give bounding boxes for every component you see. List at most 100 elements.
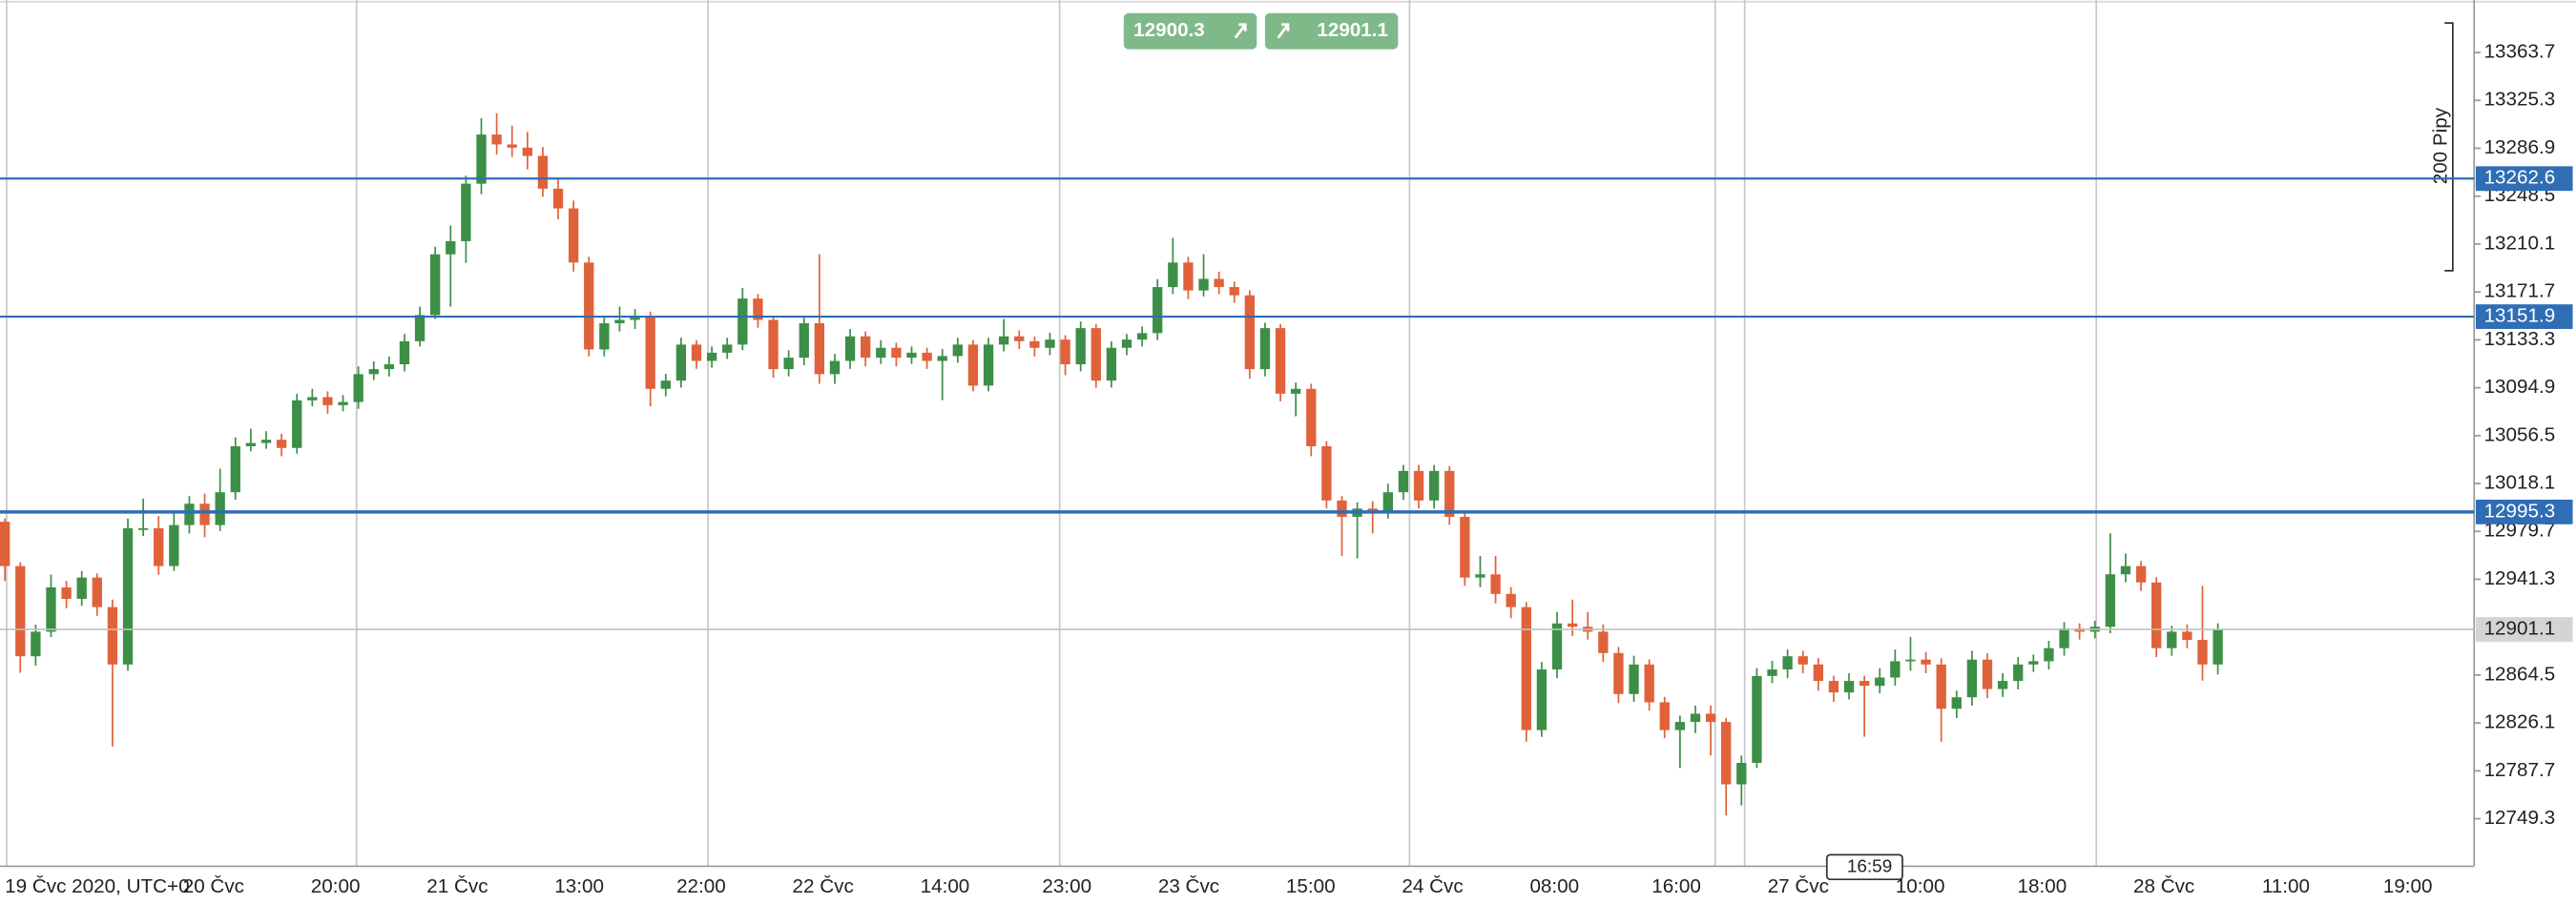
candle-body xyxy=(537,155,549,189)
candle-body xyxy=(1813,664,1823,682)
candle-body xyxy=(1843,681,1855,693)
candle-body xyxy=(107,606,118,665)
candle-body xyxy=(276,440,287,448)
candle-body xyxy=(46,586,56,632)
buy-button-bg[interactable] xyxy=(1264,12,1399,50)
candle-body xyxy=(1828,681,1839,693)
candle-body xyxy=(1259,328,1271,370)
candle-body xyxy=(1736,763,1747,785)
candle-body xyxy=(1121,339,1132,348)
x-tick-label: 28 Čvc xyxy=(2133,875,2194,897)
candle-body xyxy=(2120,565,2131,575)
candle-body xyxy=(384,364,395,370)
candle-body xyxy=(414,315,426,341)
session-separators xyxy=(6,0,2098,867)
x-tick-label: 14:00 xyxy=(921,875,970,897)
sell-arrow[interactable] xyxy=(1234,23,1247,39)
candle-body xyxy=(630,317,640,320)
x-tick-label: 13:00 xyxy=(554,875,604,897)
buy-arrow[interactable] xyxy=(1277,23,1290,39)
candle-body xyxy=(491,134,502,145)
x-tick-label: 16:00 xyxy=(1652,875,1701,897)
candle-body xyxy=(215,492,225,525)
level-label: 13262.6 xyxy=(2484,167,2556,189)
candle-body xyxy=(1721,722,1732,785)
candle-body xyxy=(1598,631,1609,653)
candle-body xyxy=(2059,628,2069,648)
candle-body xyxy=(1936,664,1946,709)
buy-price[interactable]: 12901.1 xyxy=(1317,19,1388,41)
sell-price[interactable]: 12900.3 xyxy=(1133,19,1205,41)
candle-body xyxy=(122,528,134,665)
candle-body xyxy=(737,298,748,345)
candle-body xyxy=(599,322,610,350)
candle-body xyxy=(753,298,763,320)
x-tick-label: 23 Čvc xyxy=(1158,875,1219,897)
candle-body xyxy=(722,344,733,353)
y-tick-label: 13210.1 xyxy=(2484,232,2556,254)
candle-body xyxy=(1966,659,1978,698)
candle-body xyxy=(2212,629,2223,665)
candle-body xyxy=(568,208,579,263)
candle-body xyxy=(783,358,794,370)
buy-button[interactable]: 12901.1 xyxy=(1264,12,1399,50)
candle-body xyxy=(1752,675,1762,764)
candle-body xyxy=(507,144,517,148)
x-tick-label: 18:00 xyxy=(2018,875,2067,897)
sell-button[interactable]: 12900.3 xyxy=(1123,12,1257,50)
candle-body xyxy=(1168,262,1178,288)
candle-body xyxy=(1506,593,1516,607)
candle-body xyxy=(1905,659,1916,662)
candle-body xyxy=(1045,339,1055,348)
candle-body xyxy=(1567,623,1578,627)
candle-body xyxy=(1490,574,1501,594)
candle-body xyxy=(15,565,26,657)
candle-body xyxy=(1321,445,1332,501)
candle-body xyxy=(1275,328,1286,394)
y-tick-label: 12941.3 xyxy=(2484,567,2556,589)
candle-body xyxy=(1106,347,1117,381)
x-tick-label: 20 Čvc xyxy=(183,875,244,897)
candle-body xyxy=(338,401,348,405)
candle-body xyxy=(245,442,257,446)
measure-label: 200 Pipy xyxy=(2429,107,2451,184)
candle-body xyxy=(967,344,979,386)
cursor-time: 16:59 xyxy=(1847,856,1892,876)
x-tick-label: 22:00 xyxy=(676,875,726,897)
candle-body xyxy=(1198,278,1209,291)
candle-body xyxy=(1382,492,1393,512)
y-tick-label: 13325.3 xyxy=(2484,89,2556,111)
candle-body xyxy=(2105,574,2116,627)
candle-body xyxy=(675,344,687,381)
candle-body xyxy=(1705,713,1716,723)
candle-body xyxy=(1797,656,1808,665)
level-label-bg xyxy=(2475,304,2573,329)
candle-body xyxy=(230,445,240,493)
candle-body xyxy=(1629,664,1639,694)
candle-body xyxy=(1060,339,1070,365)
sell-button-bg[interactable] xyxy=(1123,12,1257,50)
candle-body xyxy=(768,319,779,370)
candle-body xyxy=(844,336,856,361)
measure-bracket xyxy=(2444,22,2454,272)
candle-body xyxy=(1014,336,1025,341)
candle-body xyxy=(706,352,717,361)
candle-body xyxy=(1475,574,1485,578)
candle-body xyxy=(1075,328,1086,365)
current-price-label: 12901.1 xyxy=(2484,618,2556,640)
candle-body xyxy=(169,524,179,566)
candle-body xyxy=(430,254,441,316)
candle-body xyxy=(1767,669,1777,676)
x-tick-label: 15:00 xyxy=(1286,875,1336,897)
candle-body xyxy=(1183,262,1194,291)
candle-body xyxy=(891,347,902,359)
candle-body xyxy=(614,319,625,323)
x-tick-label: 08:00 xyxy=(1529,875,1579,897)
candle-body xyxy=(1398,470,1409,493)
candle-body xyxy=(1921,659,1931,665)
y-tick-label: 13056.5 xyxy=(2484,423,2556,445)
candle-body xyxy=(829,360,841,375)
candle-body xyxy=(2028,661,2039,665)
candle-body xyxy=(446,240,456,255)
